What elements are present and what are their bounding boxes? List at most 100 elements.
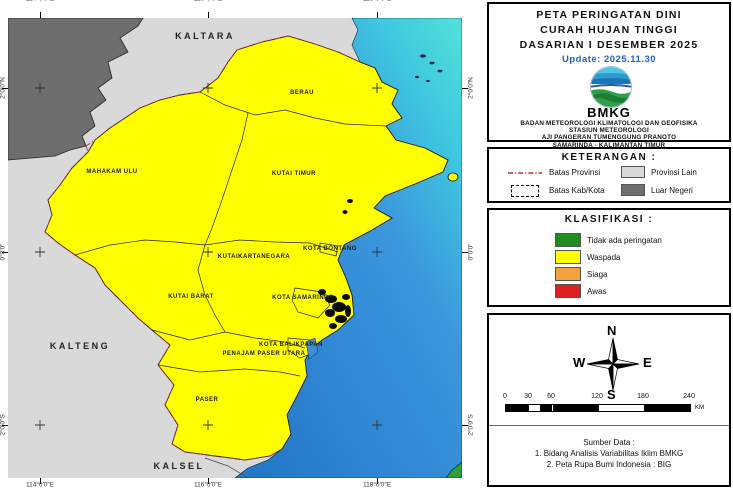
lon-label-top-114: 114°0'0"E <box>26 0 54 3</box>
tick-left-1 <box>2 88 8 89</box>
map-label-kota-bontang: KOTA BONTANG <box>303 246 357 252</box>
tick-right-1 <box>462 88 468 89</box>
map-title-line3: DASARIAN I DESEMBER 2025 <box>519 39 699 51</box>
source-title: Sumber Data : <box>583 438 635 447</box>
classification-title: KLASIFIKASI : <box>564 214 654 225</box>
classification-panel: KLASIFIKASI : Tidak ada peringatan Waspa… <box>487 208 731 307</box>
source-line-2: 2. Peta Rupa Bumi Indonesia : BIG <box>546 460 672 469</box>
batas-provinsi-label: Batas Provinsi <box>549 168 601 177</box>
compass-rose: N W E S <box>573 323 652 403</box>
org-line-3: AJI PANGERAN TUMENGGUNG PRANOTO <box>541 134 677 142</box>
lon-label-bottom-116: 116°0'0"E <box>193 481 223 489</box>
map-label-kota-balikpapan: KOTA BALIKPAPAN <box>259 342 323 348</box>
lat-label-right-0: 0°0'0" <box>467 243 475 261</box>
compass-panel: N W E S 0 30 60 120 180 240 <box>487 313 731 487</box>
class-label-awas: Awas <box>587 287 607 296</box>
org-line-4: SAMARINDA - KALIMANTAN TIMUR <box>552 141 666 149</box>
map-canvas <box>8 18 462 478</box>
map-label-kutai-barat: KUTAI BARAT <box>168 294 214 300</box>
map-title-line2: CURAH HUJAN TINGGI <box>540 24 678 36</box>
map-label-kaltara: KALTARA <box>175 31 235 41</box>
luar-negeri-label: Luar Negeri <box>651 186 693 195</box>
provinsi-lain-label: Provinsi Lain <box>651 168 697 177</box>
compass-w: W <box>573 355 586 370</box>
class-swatch-awas <box>555 284 581 298</box>
class-label-siaga: Siaga <box>587 270 608 279</box>
lon-label-top-116: 116°0'0"E <box>194 0 222 3</box>
compass-e: E <box>643 355 652 370</box>
coastal-island <box>447 172 459 182</box>
luar-negeri-swatch <box>621 184 645 196</box>
scale-240: 240 <box>683 393 695 400</box>
batas-kabkota-symbol <box>511 185 539 197</box>
scale-0: 0 <box>503 393 507 400</box>
batas-kabkota-label: Batas Kab/Kota <box>549 186 605 195</box>
map-label-berau: BERAU <box>290 90 314 96</box>
update-date: Update: 2025.11.30 <box>561 54 657 65</box>
scale-120: 120 <box>591 393 603 400</box>
tick-right-3 <box>462 425 468 426</box>
map-label-kota-samarinda: KOTA SAMARINDA <box>272 295 334 301</box>
lat-label-right-2n: 2°0'0"N <box>467 77 475 99</box>
bmkg-logo <box>489 65 729 108</box>
map-label-paser: PASER <box>195 397 219 403</box>
scale-bar: 0 30 60 120 180 240 KM <box>503 393 719 421</box>
source-line-1: 1. Bidang Analisis Variabilitas Iklim BM… <box>534 449 684 458</box>
tick-left-2 <box>2 252 8 253</box>
lat-label-right-2s: 2°0'0"S <box>467 414 475 436</box>
tick-bottom-1 <box>40 478 41 484</box>
bmkg-logo-text: BMKG <box>587 105 631 120</box>
legend-title: KETERANGAN : <box>561 152 657 163</box>
compass-s: S <box>607 387 616 402</box>
compass-n: N <box>607 323 617 338</box>
delta-islands <box>318 199 353 329</box>
class-label-none: Tidak ada peringatan <box>587 236 662 245</box>
map-label-penajam-paser-utara: PENAJAM PASER UTARA <box>222 351 306 357</box>
foreign-country-region <box>8 18 144 161</box>
tick-top-2 <box>208 12 209 18</box>
provinsi-lain-swatch <box>621 166 645 178</box>
lon-label-bottom-114: 114°0'0"E <box>25 481 55 489</box>
legend-panel: KETERANGAN : Batas Provinsi Provinsi Lai… <box>487 147 731 203</box>
lat-label-left-2n: 2°0'0"N <box>0 77 7 99</box>
map-title-line1: PETA PERINGATAN DINI <box>536 9 682 21</box>
scale-30: 30 <box>524 393 532 400</box>
compass-star-icon <box>586 337 640 391</box>
org-line-1: BADAN METEOROLOGI KLIMATOLOGI DAN GEOFIS… <box>520 120 698 127</box>
province-border <box>44 35 361 461</box>
lon-label-top-118: 118°0'0"E <box>363 0 391 3</box>
class-swatch-siaga <box>555 267 581 281</box>
lat-label-left-2s: 2°0'0"S <box>0 414 7 436</box>
title-panel: PETA PERINGATAN DINI CURAH HUJAN TINGGI … <box>487 2 731 149</box>
scale-unit: KM <box>695 405 704 411</box>
map-label-kutai-timur: KUTAI TIMUR <box>271 171 317 177</box>
graticule-crosses <box>35 83 382 430</box>
org-line-2: STASIUN METEOROLOGI <box>569 127 649 135</box>
balikpapan-bay <box>305 337 319 360</box>
tick-left-3 <box>2 425 8 426</box>
tick-right-2 <box>462 252 468 253</box>
map-label-mahakam-ulu: MAHAKAM ULU <box>86 169 138 175</box>
lon-label-bottom-118: 118°0'0"E <box>362 481 392 489</box>
lat-label-left-0: 0°0'0" <box>0 243 7 261</box>
tick-bottom-2 <box>208 478 209 484</box>
islands <box>415 54 443 83</box>
green-corner-region <box>445 461 462 478</box>
scale-bar-segments <box>505 404 691 412</box>
class-swatch-waspada <box>555 250 581 264</box>
class-swatch-none <box>555 233 581 247</box>
batas-provinsi-symbol <box>508 172 542 174</box>
map-label-kutai-kartanegara: KUTAIKARTANEGARA <box>217 254 291 260</box>
map-label-kalsel: KALSEL <box>153 461 205 471</box>
source-block: Sumber Data : 1. Bidang Analisis Variabi… <box>489 437 729 470</box>
tick-bottom-3 <box>377 478 378 484</box>
kabkota-borders <box>74 91 387 478</box>
tick-top-3 <box>377 12 378 18</box>
class-label-waspada: Waspada <box>587 253 621 262</box>
scale-180: 180 <box>637 393 649 400</box>
scale-60: 60 <box>547 393 555 400</box>
tick-top-1 <box>40 12 41 18</box>
map-label-kalteng: KALTENG <box>49 341 111 351</box>
panel-divider <box>489 425 729 426</box>
